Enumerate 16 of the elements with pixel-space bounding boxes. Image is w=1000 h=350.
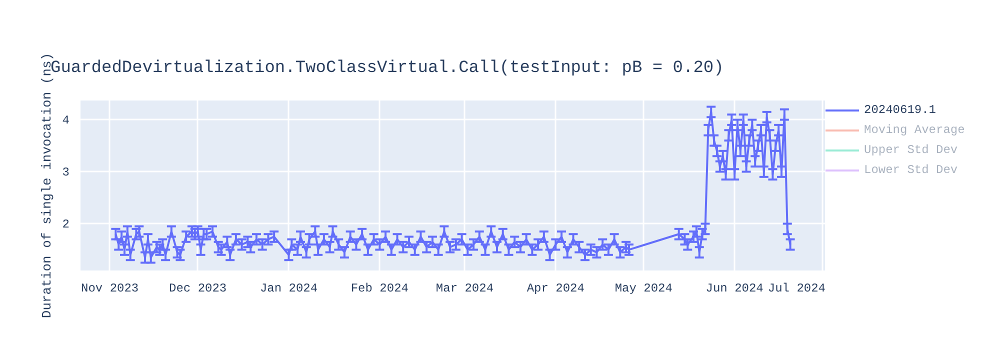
legend-label: Upper Std Dev xyxy=(864,143,958,157)
legend-label: Moving Average xyxy=(864,123,965,137)
x-tick-label: Apr 2024 xyxy=(526,282,584,296)
x-tick-label: Feb 2024 xyxy=(350,282,408,296)
x-tick-label: Jul 2024 xyxy=(768,282,826,296)
y-tick-label: 4 xyxy=(62,114,70,128)
y-tick-label: 3 xyxy=(62,166,70,180)
x-tick-label: Mar 2024 xyxy=(436,282,494,296)
x-tick-label: Jan 2024 xyxy=(260,282,318,296)
legend-label: 20240619.1 xyxy=(864,103,936,117)
x-tick-label: May 2024 xyxy=(614,282,672,296)
x-tick-label: Dec 2023 xyxy=(169,282,227,296)
y-tick-label: 2 xyxy=(62,218,70,232)
x-tick-label: Nov 2023 xyxy=(81,282,139,296)
x-tick-label: Jun 2024 xyxy=(706,282,764,296)
legend-label: Lower Std Dev xyxy=(864,163,958,177)
